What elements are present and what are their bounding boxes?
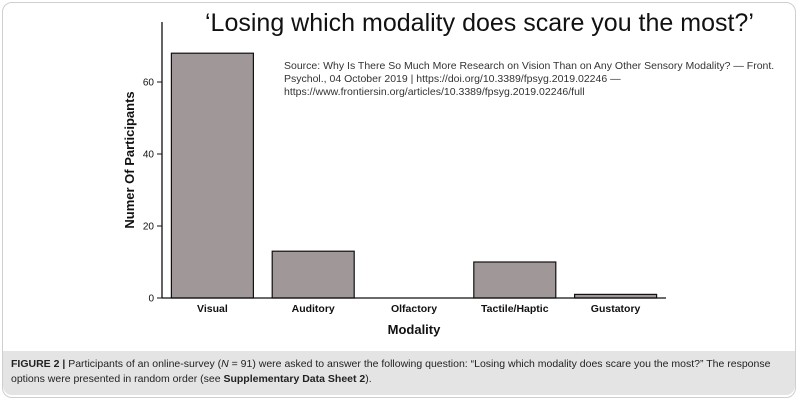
x-tick-label: Auditory [292,303,335,315]
source-note: Source: Why Is There So Much More Resear… [284,60,775,99]
y-tick-label: 60 [143,78,155,89]
x-axis-title: Modality [388,322,441,337]
supplementary-link[interactable]: Supplementary Data Sheet 2 [223,372,366,385]
y-axis-title: Numer Of Participants [122,91,137,228]
figure-caption: FIGURE 2 | Participants of an online-sur… [11,357,786,386]
chart-title: ‘Losing which modality does scare you th… [205,9,754,37]
y-tick-label: 20 [143,222,155,233]
y-tick-label: 40 [143,150,155,161]
caption-text-before: Participants of an online-survey ( [65,358,222,370]
x-tick-label: Gustatory [591,303,641,315]
figure-frame [2,2,796,398]
y-tick-label: 0 [148,294,154,305]
caption-n-symbol: N [221,358,229,370]
bar-visual [170,52,254,299]
caption-label: FIGURE 2 | [11,358,66,370]
bar-tactile-haptic [473,261,557,299]
x-tick-label: Tactile/Haptic [481,303,549,315]
caption-panel [3,351,795,395]
caption-text-mid: = 91) were asked to answer the following… [11,358,771,385]
x-tick-label: Olfactory [391,303,437,315]
bar-auditory [271,250,355,299]
caption-text-after: ). [365,372,372,385]
x-tick-label: Visual [197,303,228,315]
bar-chart: 0 20 40 60 Visual Auditory Olfactory Tactile/H… [122,22,666,337]
